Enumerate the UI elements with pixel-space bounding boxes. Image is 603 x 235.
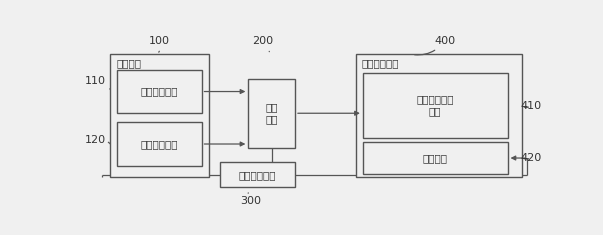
Text: 电源管理模块: 电源管理模块 [361,58,399,68]
Bar [356,55,522,177]
Bar [118,122,201,166]
Bar [363,142,508,174]
Text: 充电控制模块: 充电控制模块 [239,170,276,180]
Text: 100: 100 [149,36,170,52]
Text: 电压检测单元: 电压检测单元 [140,139,178,149]
Text: 410: 410 [520,101,541,111]
Text: 充电电压控制
单元: 充电电压控制 单元 [417,94,454,116]
Text: 升压单元: 升压单元 [423,153,447,163]
Bar [110,55,209,177]
Text: 110: 110 [84,76,110,90]
Bar [363,73,508,138]
Text: 200: 200 [251,36,273,52]
Text: 400: 400 [415,36,455,55]
Bar [248,79,295,148]
Bar [118,70,201,113]
Text: 电量检测单元: 电量检测单元 [140,86,178,97]
Bar [220,162,295,188]
Text: 判断
模块: 判断 模块 [265,102,278,124]
Text: 420: 420 [520,153,541,163]
Text: 300: 300 [240,193,261,206]
Text: 检测模块: 检测模块 [116,58,141,68]
Text: 120: 120 [84,135,110,145]
